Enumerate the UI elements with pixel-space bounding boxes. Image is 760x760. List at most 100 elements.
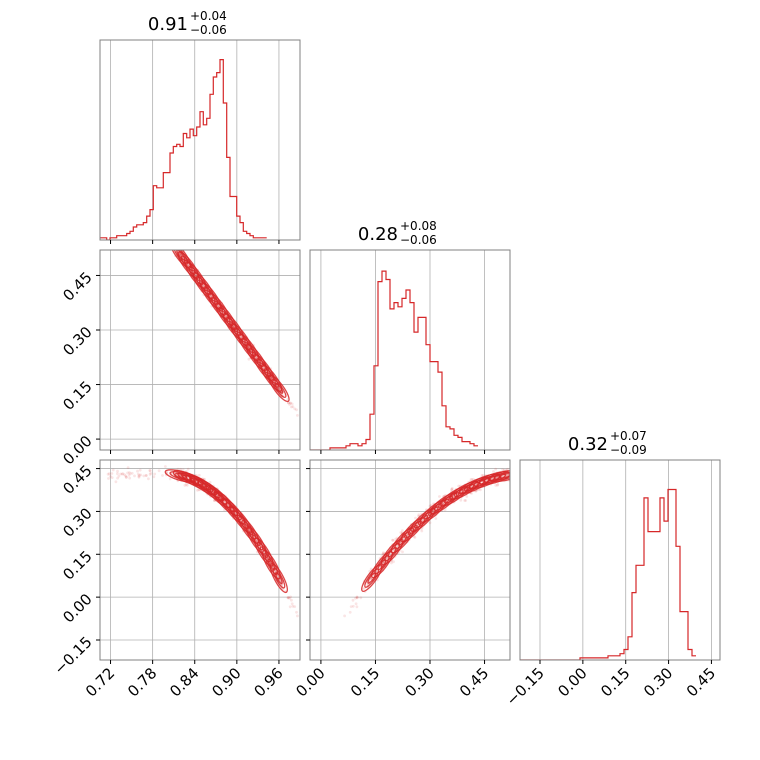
sample-point [573, 471, 576, 474]
contour-line [169, 250, 192, 269]
sample-point [600, 472, 603, 475]
sample-point [183, 484, 187, 487]
contour-line [410, 507, 436, 533]
sample-point [139, 473, 143, 477]
sample-point [577, 473, 580, 476]
sample-point [577, 466, 580, 469]
panel-frame-0-0 [99, 39, 301, 241]
sample-point [506, 467, 509, 471]
x-tick-label: 0.90 [208, 664, 244, 700]
contour-line [253, 537, 274, 567]
contour-line [266, 372, 276, 384]
contour-line [192, 271, 215, 300]
sample-point [588, 473, 591, 476]
sample-point [589, 472, 592, 475]
sample-point [149, 218, 152, 221]
sample-point [116, 469, 119, 473]
sample-point [107, 477, 110, 480]
sample-point [589, 473, 592, 476]
sample-point [197, 473, 201, 477]
sample-point [107, 472, 111, 476]
contour-line [198, 280, 208, 292]
sample-point [184, 483, 188, 486]
title-plus-1: +0.08 [400, 219, 437, 233]
sample-point [542, 475, 545, 478]
x-tick-label: 0.30 [401, 664, 437, 700]
sample-point [127, 181, 130, 184]
sample-point [177, 247, 180, 250]
sample-point [590, 480, 593, 483]
sample-point [165, 234, 168, 237]
contour-line [264, 554, 279, 575]
sample-point [178, 252, 182, 256]
sample-point [349, 605, 353, 608]
x-tick-label: 0.96 [250, 664, 286, 700]
contour-line [183, 259, 193, 271]
sample-point [128, 476, 132, 480]
sample-point [290, 405, 293, 409]
sample-point [295, 610, 298, 614]
contour-line [260, 364, 283, 392]
sample-point [239, 335, 243, 339]
sample-point [382, 551, 385, 555]
sample-point [173, 247, 176, 250]
sample-point [577, 477, 580, 480]
sample-point [513, 478, 516, 481]
sample-point [465, 495, 469, 498]
sample-point [109, 475, 112, 478]
sample-point [359, 596, 363, 600]
sample-point [170, 236, 173, 239]
panel-2-1: 0.00 0.15 0.30 0.45 [292, 459, 604, 700]
x-tick-label: 0.84 [166, 664, 202, 700]
contour-line [259, 362, 269, 374]
sample-point [573, 472, 576, 475]
sample-point [414, 516, 417, 520]
sample-point [293, 605, 297, 608]
sample-point [147, 210, 150, 213]
sample-point [290, 402, 294, 406]
sample-point [117, 474, 121, 478]
sample-point [354, 602, 358, 606]
sample-point [186, 467, 190, 471]
sample-point [126, 466, 130, 469]
sample-point [165, 234, 168, 237]
sample-point [578, 472, 581, 475]
sample-point [288, 401, 292, 405]
sample-point [510, 478, 513, 481]
sample-point [573, 476, 576, 479]
sample-point [171, 242, 174, 245]
contour-line [236, 331, 246, 343]
sample-point [296, 614, 299, 618]
sample-point [598, 476, 601, 479]
contour-line [271, 378, 287, 398]
contour-line [269, 563, 289, 594]
sample-point [121, 472, 125, 475]
contour-line [367, 572, 377, 584]
sample-point [120, 472, 124, 476]
sample-point [247, 357, 251, 361]
sample-point [144, 474, 148, 477]
title-plus-2: +0.07 [610, 429, 647, 443]
sample-point [262, 366, 266, 370]
sample-point [114, 480, 118, 484]
sample-point [494, 484, 498, 487]
contour-line [237, 333, 260, 362]
sample-point [118, 170, 121, 173]
y-tick-label: 0.00 [59, 432, 95, 468]
contour-line [400, 517, 425, 543]
sample-point [142, 201, 145, 204]
sample-point [525, 472, 528, 475]
sample-point [126, 471, 129, 475]
sample-point [601, 472, 604, 475]
sample-point [355, 595, 359, 599]
sample-point [130, 471, 134, 475]
sample-point [165, 234, 168, 237]
sample-point [289, 401, 292, 405]
title-median-0: 0.91 [148, 14, 188, 35]
sample-point [137, 201, 140, 204]
sample-point [124, 178, 127, 181]
contour-line [230, 506, 253, 534]
panel-frame-2-2 [519, 459, 721, 661]
sample-point [128, 185, 131, 188]
